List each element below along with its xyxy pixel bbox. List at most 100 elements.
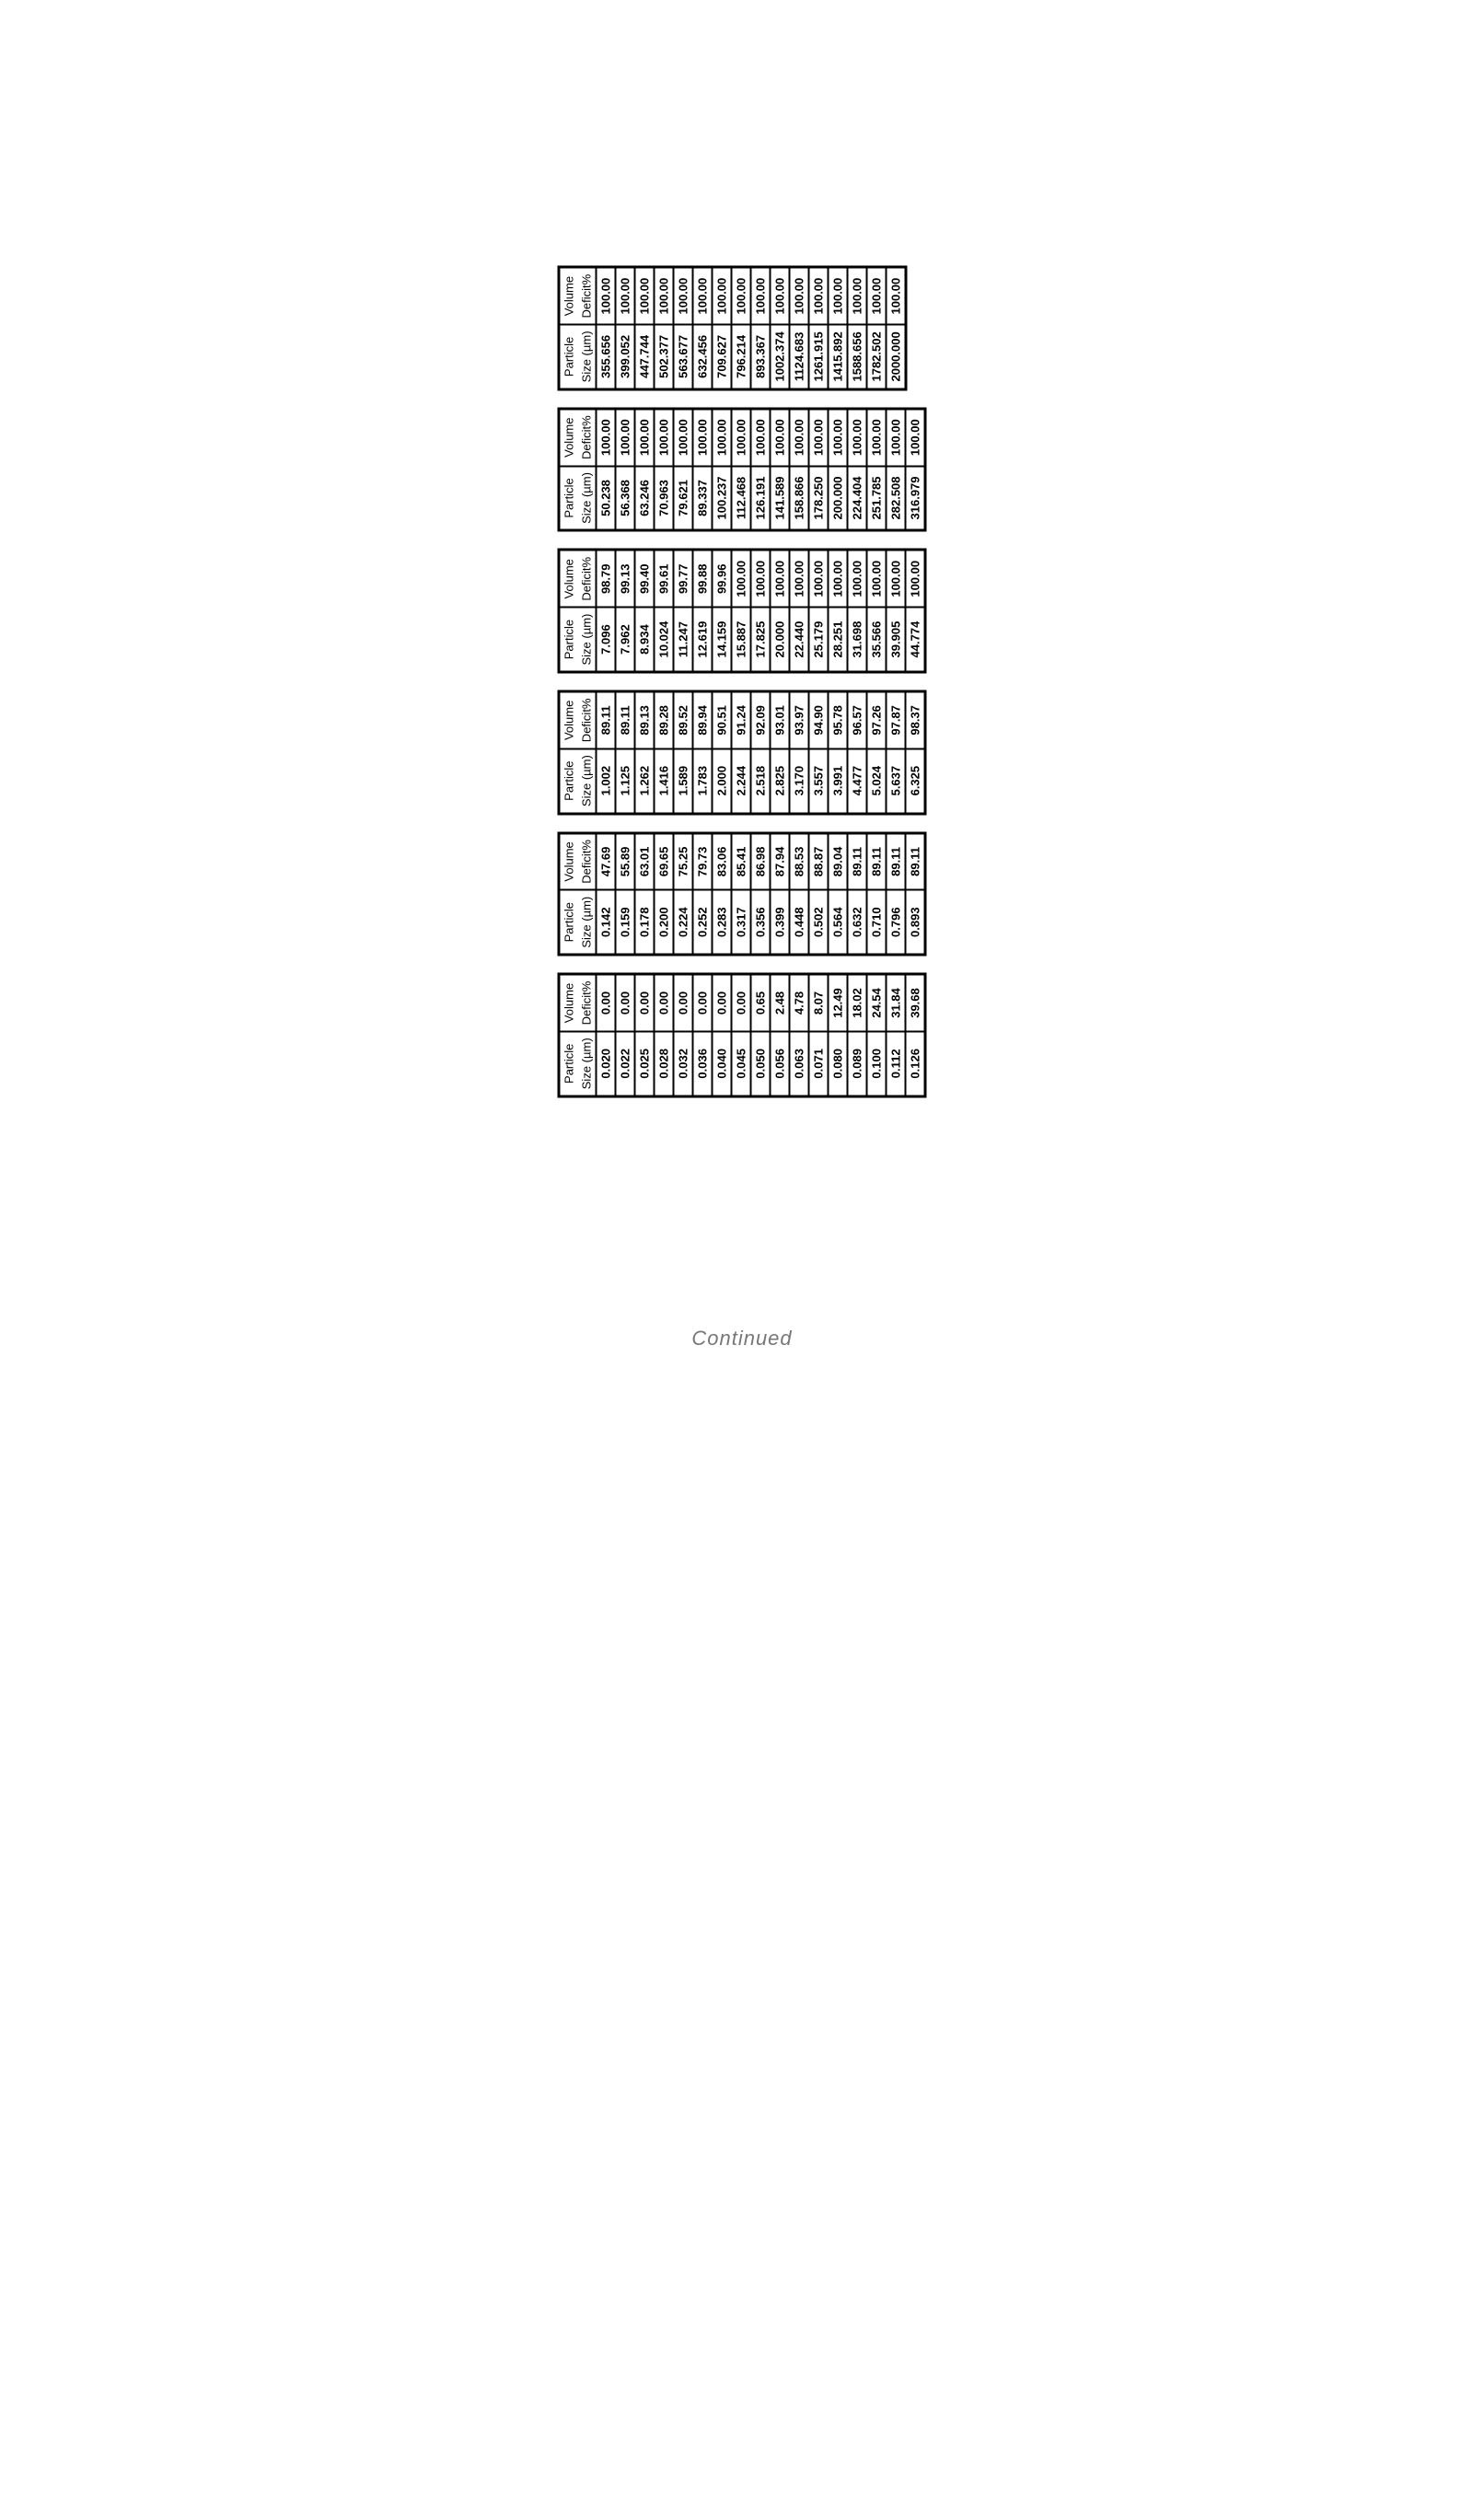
cell-deficit: 88.53 bbox=[790, 833, 809, 890]
cell-size: 6.325 bbox=[906, 748, 926, 813]
cell-deficit: 88.87 bbox=[809, 833, 829, 890]
cell-deficit: 12.49 bbox=[829, 974, 848, 1031]
cell-deficit: 0.65 bbox=[751, 974, 771, 1031]
table-row: 1.58989.52 bbox=[674, 691, 693, 814]
cell-size: 1.125 bbox=[616, 748, 635, 813]
cell-size: 2.518 bbox=[751, 748, 771, 813]
table-row: 2.00090.51 bbox=[713, 691, 732, 814]
table-row: 1.12589.11 bbox=[616, 691, 635, 814]
cell-size: 0.080 bbox=[829, 1031, 848, 1096]
table-row: 0.71089.11 bbox=[867, 833, 887, 956]
table-row: 447.744100.00 bbox=[635, 267, 655, 389]
table-row: 0.10024.54 bbox=[867, 974, 887, 1096]
cell-deficit: 100.00 bbox=[887, 409, 906, 466]
cell-size: 11.247 bbox=[674, 608, 693, 672]
cell-size: 0.056 bbox=[771, 1031, 790, 1096]
cell-deficit: 18.02 bbox=[848, 974, 867, 1031]
cell-deficit: 95.78 bbox=[829, 691, 848, 748]
col-header-size-top: Particle bbox=[559, 608, 578, 672]
table-row: 2000.000100.00 bbox=[887, 267, 907, 389]
cell-deficit: 100.00 bbox=[655, 267, 674, 324]
cell-deficit: 100.00 bbox=[732, 267, 751, 324]
table-row: 0.0562.48 bbox=[771, 974, 790, 1096]
cell-deficit: 63.01 bbox=[635, 833, 655, 890]
tables-container: ParticleVolumeSize (µm)Deficit%0.0200.00… bbox=[558, 0, 927, 1387]
table-row: 56.368100.00 bbox=[616, 409, 635, 531]
cell-size: 563.677 bbox=[674, 324, 693, 388]
cell-deficit: 91.24 bbox=[732, 691, 751, 748]
table-row: 0.22475.25 bbox=[674, 833, 693, 956]
col-header-size-bot: Size (µm) bbox=[578, 748, 597, 813]
cell-deficit: 89.52 bbox=[674, 691, 693, 748]
cell-size: 141.589 bbox=[771, 466, 790, 530]
table-row: 0.0450.00 bbox=[732, 974, 751, 1096]
cell-size: 0.283 bbox=[713, 890, 732, 955]
table-row: 178.250100.00 bbox=[809, 409, 829, 531]
cell-deficit: 0.00 bbox=[693, 974, 713, 1031]
cell-deficit: 92.09 bbox=[751, 691, 771, 748]
cell-deficit: 0.00 bbox=[674, 974, 693, 1031]
cell-size: 0.632 bbox=[848, 890, 867, 955]
cell-size: 63.246 bbox=[635, 466, 655, 530]
table-row: 3.17093.97 bbox=[790, 691, 809, 814]
cell-size: 79.621 bbox=[674, 466, 693, 530]
cell-size: 0.112 bbox=[887, 1031, 906, 1096]
cell-size: 158.866 bbox=[790, 466, 809, 530]
cell-size: 1.002 bbox=[597, 748, 616, 813]
table-row: 0.11231.84 bbox=[887, 974, 906, 1096]
cell-deficit: 8.07 bbox=[809, 974, 829, 1031]
table-row: 2.24491.24 bbox=[732, 691, 751, 814]
table-row: 2.82593.01 bbox=[771, 691, 790, 814]
cell-deficit: 100.00 bbox=[848, 550, 867, 607]
table-row: 70.963100.00 bbox=[655, 409, 674, 531]
cell-size: 0.893 bbox=[906, 890, 926, 955]
cell-deficit: 100.00 bbox=[829, 267, 848, 324]
table-row: 1415.892100.00 bbox=[829, 267, 848, 389]
cell-deficit: 89.11 bbox=[848, 833, 867, 890]
col-header-size-top: Particle bbox=[559, 466, 578, 530]
table-row: 0.08012.49 bbox=[829, 974, 848, 1096]
table-row: 6.32598.37 bbox=[906, 691, 926, 814]
table-row: 0.31785.41 bbox=[732, 833, 751, 956]
cell-deficit: 100.00 bbox=[867, 409, 887, 466]
cell-size: 28.251 bbox=[829, 608, 848, 672]
cell-deficit: 24.54 bbox=[867, 974, 887, 1031]
table-row: 0.0634.78 bbox=[790, 974, 809, 1096]
cell-deficit: 100.00 bbox=[693, 409, 713, 466]
cell-size: 0.142 bbox=[597, 890, 616, 955]
cell-size: 3.557 bbox=[809, 748, 829, 813]
cell-deficit: 98.37 bbox=[906, 691, 926, 748]
table-row: 0.0280.00 bbox=[655, 974, 674, 1096]
table-row: 4.47796.57 bbox=[848, 691, 867, 814]
cell-size: 0.036 bbox=[693, 1031, 713, 1096]
cell-size: 1261.915 bbox=[809, 324, 829, 388]
cell-size: 0.071 bbox=[809, 1031, 829, 1096]
cell-deficit: 100.00 bbox=[829, 409, 848, 466]
cell-size: 1002.374 bbox=[771, 324, 790, 388]
cell-deficit: 100.00 bbox=[771, 409, 790, 466]
cell-size: 5.024 bbox=[867, 748, 887, 813]
cell-deficit: 100.00 bbox=[751, 550, 771, 607]
table-row: 0.44888.53 bbox=[790, 833, 809, 956]
cell-size: 70.963 bbox=[655, 466, 674, 530]
cell-size: 39.905 bbox=[887, 608, 906, 672]
cell-size: 112.468 bbox=[732, 466, 751, 530]
col-header-size-top: Particle bbox=[559, 324, 578, 388]
data-table-4: ParticleVolumeSize (µm)Deficit%50.238100… bbox=[558, 407, 927, 532]
table-row: 1.78389.94 bbox=[693, 691, 713, 814]
cell-size: 1415.892 bbox=[829, 324, 848, 388]
cell-size: 796.214 bbox=[732, 324, 751, 388]
table-row: 22.440100.00 bbox=[790, 550, 809, 672]
cell-size: 25.179 bbox=[809, 608, 829, 672]
cell-size: 0.399 bbox=[771, 890, 790, 955]
table-row: 79.621100.00 bbox=[674, 409, 693, 531]
table-row: 0.0400.00 bbox=[713, 974, 732, 1096]
cell-size: 632.456 bbox=[693, 324, 713, 388]
col-header-size-bot: Size (µm) bbox=[578, 1031, 597, 1096]
table-row: 0.79689.11 bbox=[887, 833, 906, 956]
table-row: 0.0250.00 bbox=[635, 974, 655, 1096]
table-row: 1002.374100.00 bbox=[771, 267, 790, 389]
cell-size: 10.024 bbox=[655, 608, 674, 672]
cell-deficit: 100.00 bbox=[771, 267, 790, 324]
cell-deficit: 94.90 bbox=[809, 691, 829, 748]
